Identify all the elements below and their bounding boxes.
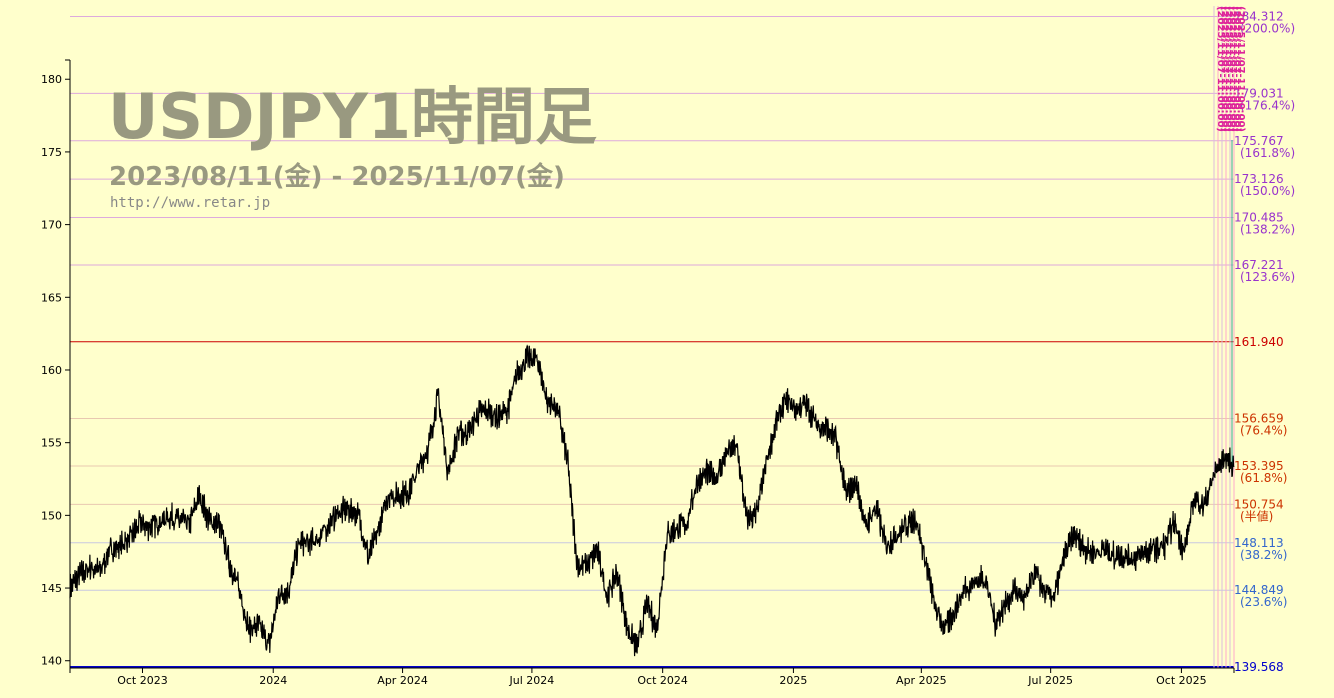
fib-time-label: (2025/11/07-11:00:00) bbox=[1231, 6, 1242, 132]
level-pct: (176.4%) bbox=[1240, 98, 1295, 112]
level-value: 139.568 bbox=[1234, 660, 1284, 674]
price-series bbox=[69, 344, 1235, 657]
y-tick-label: 155 bbox=[41, 437, 62, 450]
level-value: 144.849 bbox=[1234, 583, 1284, 597]
level-pct: (61.8%) bbox=[1240, 471, 1287, 485]
x-tick-label: Oct 2024 bbox=[637, 674, 688, 687]
y-tick-label: 170 bbox=[41, 219, 62, 232]
level-value: 167.221 bbox=[1234, 258, 1284, 272]
y-tick-label: 150 bbox=[41, 509, 62, 522]
price-line bbox=[69, 344, 1235, 657]
level-value: 170.485 bbox=[1234, 211, 1284, 225]
x-tick-label: Oct 2025 bbox=[1156, 674, 1207, 687]
y-tick-label: 140 bbox=[41, 655, 62, 668]
level-pct: (161.8%) bbox=[1240, 146, 1295, 160]
level-pct: (半値) bbox=[1240, 508, 1273, 523]
x-tick-label: Jul 2024 bbox=[509, 674, 555, 687]
fib-levels: 184.312(200.0%) 179.031(176.4%) 175.767(16… bbox=[70, 10, 1295, 674]
x-tick-label: 2024 bbox=[259, 674, 287, 687]
level-value: 148.113 bbox=[1234, 536, 1284, 550]
x-tick-label: 2025 bbox=[779, 674, 807, 687]
x-tick-label: Oct 2023 bbox=[117, 674, 168, 687]
level-value: 184.312 bbox=[1234, 10, 1284, 24]
level-pct: (138.2%) bbox=[1240, 223, 1295, 237]
level-value: 161.940 bbox=[1234, 335, 1284, 349]
fib-time-label: (2025/11/07-11:00:00) bbox=[1235, 6, 1246, 132]
level-pct: (76.4%) bbox=[1240, 424, 1287, 438]
level-value: 179.031 bbox=[1234, 86, 1284, 100]
level-value: 153.395 bbox=[1234, 459, 1284, 473]
level-pct: (123.6%) bbox=[1240, 270, 1295, 284]
y-tick-label: 180 bbox=[41, 73, 62, 86]
axes: 140 145 150 155 160 165 170 175 180 Oct 2023 2024 A… bbox=[41, 59, 1235, 687]
level-value: 175.767 bbox=[1234, 134, 1284, 148]
y-tick-label: 175 bbox=[41, 146, 62, 159]
chart-title: USDJPY1時間足 bbox=[108, 80, 597, 153]
level-value: 156.659 bbox=[1234, 412, 1284, 426]
fib-time-lines: (2025/11/07-11:00:00)(2025/11/07-11:00:0… bbox=[1213, 6, 1246, 668]
level-pct: (200.0%) bbox=[1240, 22, 1295, 36]
fib-time-label: (2025/11/07-11:00:00) bbox=[1223, 6, 1234, 132]
fib-time-label: (2025/11/07-11:00:00) bbox=[1219, 6, 1230, 132]
level-pct: (38.2%) bbox=[1240, 548, 1287, 562]
fib-time-label: (2025/11/07-11:00:00) bbox=[1227, 6, 1238, 132]
site-url: http://www.retar.jp bbox=[110, 195, 270, 211]
x-tick-label: Apr 2025 bbox=[896, 674, 947, 687]
fib-time-label: (2025/11/07-11:00:00) bbox=[1215, 6, 1226, 132]
x-tick-label: Apr 2024 bbox=[377, 674, 428, 687]
level-value: 150.754 bbox=[1234, 497, 1284, 511]
y-tick-label: 145 bbox=[41, 582, 62, 595]
level-pct: (23.6%) bbox=[1240, 595, 1287, 609]
level-pct: (150.0%) bbox=[1240, 184, 1295, 198]
y-tick-label: 165 bbox=[41, 291, 62, 304]
level-value: 173.126 bbox=[1234, 172, 1284, 186]
x-tick-label: Jul 2025 bbox=[1027, 674, 1073, 687]
date-range: 2023/08/11(金) - 2025/11/07(金) bbox=[109, 161, 565, 192]
y-tick-label: 160 bbox=[41, 364, 62, 377]
